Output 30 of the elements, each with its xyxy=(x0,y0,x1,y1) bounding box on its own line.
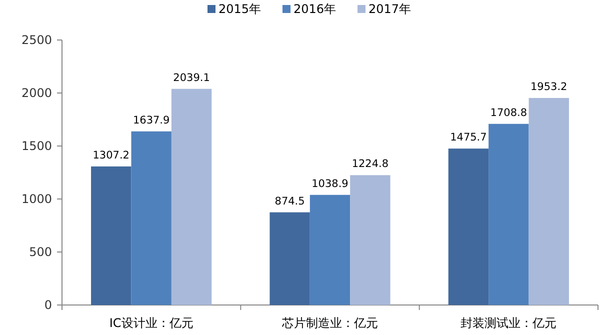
data-label: 1637.9 xyxy=(132,114,170,126)
data-label: 2039.1 xyxy=(173,72,210,84)
bar xyxy=(448,148,489,305)
y-tick-label: 1000 xyxy=(21,192,52,206)
bar xyxy=(350,175,390,305)
data-label: 1224.8 xyxy=(352,158,389,170)
bar xyxy=(131,131,172,305)
y-tick-label: 0 xyxy=(44,298,52,312)
x-tick-label: IC设计业：亿元 xyxy=(109,316,194,330)
bar xyxy=(171,88,212,305)
y-tick-label: 2500 xyxy=(21,33,52,47)
bar xyxy=(310,194,350,305)
data-label: 874.5 xyxy=(274,195,305,208)
data-label: 1038.9 xyxy=(312,178,348,190)
data-label: 1708.8 xyxy=(490,106,528,119)
data-label: 1307.2 xyxy=(92,149,130,162)
x-tick-label: 芯片制造业：亿元 xyxy=(281,316,378,330)
y-tick-label: 500 xyxy=(29,245,52,259)
bar xyxy=(270,212,310,305)
legend-label: 2017年 xyxy=(368,2,412,16)
bar xyxy=(528,98,569,305)
y-tick-label: 2000 xyxy=(21,86,52,100)
x-tick-label: 封装测试业：亿元 xyxy=(460,316,557,330)
legend-label: 2016年 xyxy=(294,2,336,16)
legend-label: 2015年 xyxy=(218,2,262,16)
data-label: 1953.2 xyxy=(530,80,568,93)
y-tick-label: 1500 xyxy=(21,139,52,153)
data-label: 1475.7 xyxy=(450,132,487,144)
bar xyxy=(91,166,132,305)
bar xyxy=(488,124,529,305)
